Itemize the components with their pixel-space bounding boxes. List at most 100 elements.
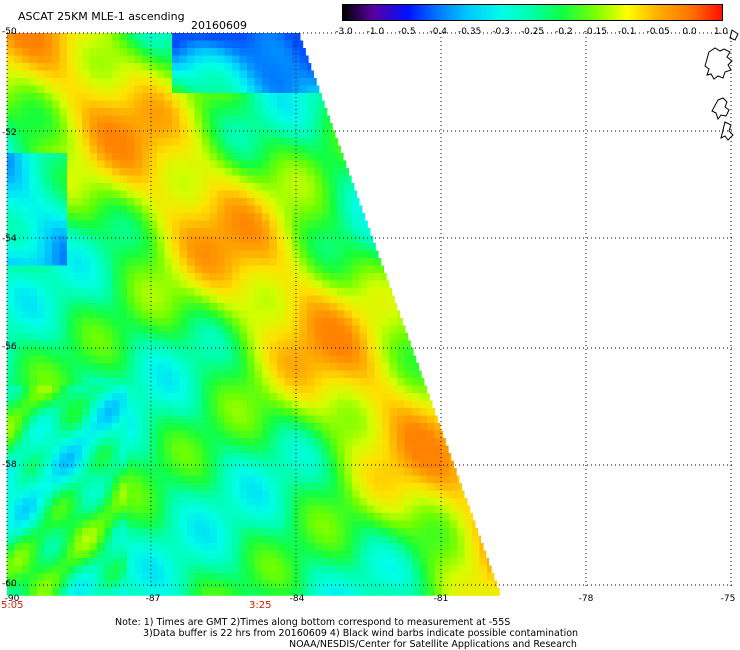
swath-cell — [262, 378, 270, 386]
swath-cell — [277, 235, 285, 244]
swath-cell — [397, 513, 405, 521]
swath-cell — [217, 288, 225, 296]
swath-cell — [97, 355, 105, 364]
swath-cell — [172, 513, 180, 521]
swath-cell — [97, 528, 105, 536]
swath-cell — [7, 243, 15, 251]
swath-cell — [314, 423, 322, 431]
swath-cell — [307, 430, 315, 439]
swath-cell — [247, 48, 255, 56]
swath-cell — [224, 265, 232, 274]
swath-cell — [277, 340, 285, 349]
swath-cell — [374, 483, 382, 491]
swath-cell — [67, 498, 75, 506]
swath-cell — [209, 100, 217, 109]
swath-cell — [239, 295, 247, 304]
swath-cell — [187, 273, 195, 281]
swath-cell — [292, 370, 300, 379]
swath-cell — [172, 490, 180, 499]
swath-cell — [164, 505, 172, 514]
colorbar-tick-label: 1.0 — [713, 27, 729, 37]
swath-cell — [449, 573, 457, 581]
swath-cell — [232, 303, 240, 311]
swath-cell — [232, 393, 240, 401]
swath-cell — [14, 528, 22, 536]
swath-cell — [299, 145, 307, 154]
swath-cell — [494, 588, 500, 596]
swath-cell — [224, 123, 232, 131]
swath-cell — [202, 70, 210, 79]
swath-cell — [7, 580, 15, 589]
swath-cell — [74, 138, 82, 146]
swath-cell — [329, 460, 337, 469]
swath-cell — [247, 400, 255, 409]
swath-cell — [217, 378, 225, 386]
swath-cell — [337, 213, 345, 221]
swath-cell — [172, 348, 180, 356]
swath-cell — [14, 85, 22, 94]
swath-cell — [164, 40, 172, 49]
swath-cell — [134, 318, 142, 326]
swath-cell — [97, 243, 105, 251]
swath-cell — [104, 445, 112, 454]
coastline-fragment — [711, 97, 730, 121]
swath-cell — [247, 78, 255, 86]
swath-cell — [307, 505, 315, 514]
swath-cell — [44, 235, 52, 244]
swath-cell — [329, 580, 337, 589]
swath-cell — [269, 198, 277, 206]
swath-cell — [127, 318, 135, 326]
lon-label: -90 — [4, 594, 20, 604]
swath-cell — [104, 498, 112, 506]
swath-cell — [202, 63, 210, 71]
swath-cell — [254, 490, 262, 499]
swath-cell — [164, 115, 172, 124]
swath-cell — [127, 280, 135, 289]
swath-cell — [232, 535, 240, 544]
swath-cell — [277, 198, 285, 206]
swath-cell — [254, 535, 262, 544]
swath-cell — [74, 280, 82, 289]
swath-cell — [232, 385, 240, 394]
swath-cell — [14, 295, 22, 304]
swath-cell — [52, 340, 60, 349]
swath-cell — [127, 78, 135, 86]
swath-cell — [97, 325, 105, 334]
swath-cell — [457, 483, 463, 491]
swath-cell — [382, 520, 390, 529]
swath-cell — [104, 48, 112, 56]
swath-cell — [352, 288, 360, 296]
swath-cell — [239, 535, 247, 544]
swath-cell — [44, 48, 52, 56]
swath-cell — [142, 40, 150, 49]
swath-cell — [307, 175, 315, 184]
swath-cell — [52, 378, 60, 386]
swath-cell — [329, 325, 337, 334]
swath-cell — [449, 565, 457, 574]
swath-cell — [14, 55, 22, 64]
swath-cell — [149, 160, 157, 169]
swath-cell — [314, 138, 322, 146]
swath-cell — [119, 85, 127, 94]
swath-cell — [239, 130, 247, 139]
swath-cell — [329, 430, 337, 439]
swath-cell — [232, 310, 240, 319]
swath-cell — [22, 63, 30, 71]
swath-cell — [464, 528, 472, 536]
swath-cell — [164, 130, 172, 139]
swath-cell — [217, 483, 225, 491]
swath-cell — [7, 33, 15, 41]
swath-cell — [314, 445, 322, 454]
swath-cell — [209, 145, 217, 154]
swath-cell — [359, 205, 363, 214]
swath-cell — [337, 183, 345, 191]
swath-cell — [59, 558, 67, 566]
swath-cell — [22, 168, 30, 176]
swath-cell — [142, 145, 150, 154]
swath-cell — [14, 108, 22, 116]
swath-cell — [397, 318, 403, 326]
swath-cell — [149, 33, 157, 41]
swath-cell — [464, 520, 472, 529]
swath-cell — [232, 265, 240, 274]
swath-cell — [67, 588, 75, 596]
